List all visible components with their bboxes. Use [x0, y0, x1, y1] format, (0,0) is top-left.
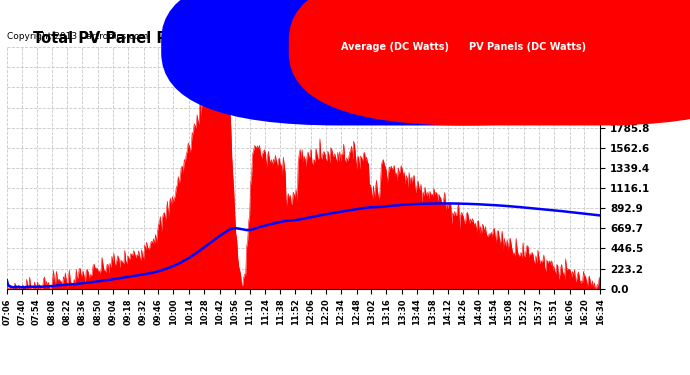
Title: Total PV Panel Power & Running Average Power Thu Jan 24 16:47: Total PV Panel Power & Running Average P…: [33, 31, 574, 46]
Text: Copyright 2013 Cartronics.com: Copyright 2013 Cartronics.com: [7, 32, 148, 41]
FancyBboxPatch shape: [288, 0, 690, 126]
Text: PV Panels (DC Watts): PV Panels (DC Watts): [469, 42, 586, 52]
Text: Average (DC Watts): Average (DC Watts): [341, 42, 449, 52]
FancyBboxPatch shape: [161, 0, 644, 126]
